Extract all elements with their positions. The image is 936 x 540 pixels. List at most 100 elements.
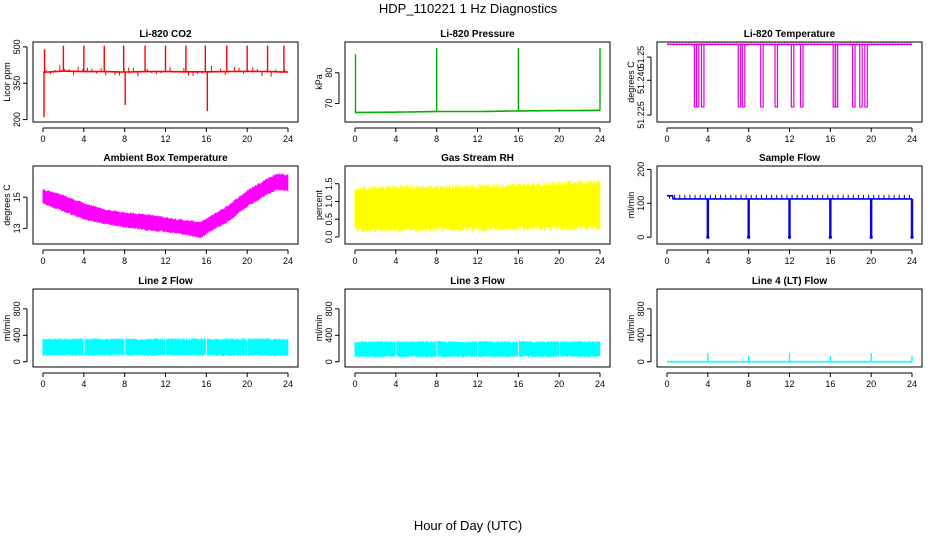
panel-title: Ambient Box Temperature — [103, 153, 228, 164]
plot-frame — [656, 288, 923, 368]
plot-frame — [344, 41, 611, 123]
x-tick-label: 8 — [122, 379, 127, 389]
panel-5: Sample Flow 0 4 8 12 16 20 24 0 100 200 ml/min — [626, 153, 923, 266]
data-drop — [747, 198, 750, 238]
x-tick-label: 20 — [866, 134, 876, 144]
x-tick-label: 16 — [201, 134, 211, 144]
x-tick-label: 8 — [746, 134, 751, 144]
figure-title: HDP_110221 1 Hz Diagnostics — [378, 1, 558, 16]
data-drop — [851, 44, 856, 108]
panel-title: Sample Flow — [759, 153, 820, 164]
data-drop — [700, 44, 705, 108]
plot-frame — [656, 165, 923, 245]
plot-area — [42, 173, 289, 239]
y-tick-label: 51.240 — [636, 66, 646, 94]
x-tick-label: 12 — [472, 134, 482, 144]
y-tick-label: 51.25 — [636, 46, 646, 69]
x-tick-label: 8 — [122, 134, 127, 144]
x-tick-label: 0 — [40, 256, 45, 266]
x-tick-label: 8 — [746, 256, 751, 266]
panel-4: Gas Stream RH 0 4 8 12 16 20 24 0.0 0.5 1.0 1.5perc… — [314, 153, 611, 266]
x-tick-label: 4 — [81, 256, 86, 266]
x-tick-label: 24 — [595, 256, 605, 266]
y-tick-label: 400 — [636, 328, 646, 343]
data-point — [869, 235, 873, 239]
y-tick-label: 13 — [12, 223, 22, 233]
x-tick-label: 4 — [705, 134, 710, 144]
y-tick-label: 0 — [636, 359, 646, 364]
y-axis-label: Licor ppm — [2, 62, 12, 102]
x-tick-label: 16 — [825, 134, 835, 144]
x-tick-label: 12 — [160, 256, 170, 266]
data-drop — [869, 198, 873, 238]
panel-title: Line 3 Flow — [450, 276, 505, 287]
plot-area — [667, 42, 912, 108]
y-tick-label: 51.225 — [636, 101, 646, 129]
data-band — [354, 341, 601, 358]
x-tick-label: 20 — [554, 256, 564, 266]
data-point — [910, 235, 914, 239]
x-tick-label: 24 — [283, 256, 293, 266]
x-tick-label: 12 — [160, 379, 170, 389]
y-tick-label: 80 — [324, 68, 334, 78]
data-line — [667, 195, 912, 200]
data-drop — [774, 44, 779, 108]
x-tick-label: 24 — [907, 256, 917, 266]
x-tick-label: 20 — [242, 256, 252, 266]
data-point — [787, 235, 792, 239]
panel-3: Ambient Box Temperature 0 4 8 12 16 20 24 13 15de… — [2, 153, 299, 266]
data-line — [355, 109, 600, 114]
data-point — [747, 235, 751, 239]
y-tick-label: 0.5 — [324, 213, 334, 226]
data-band — [42, 173, 289, 239]
y-tick-label: 400 — [12, 328, 22, 343]
x-tick-label: 16 — [201, 256, 211, 266]
y-tick-label: 800 — [324, 301, 334, 316]
y-tick-label: 0 — [636, 235, 646, 240]
data-drop — [737, 44, 742, 108]
y-axis-label: kPa — [314, 74, 324, 90]
y-tick-label: 100 — [636, 196, 646, 211]
x-tick-label: 12 — [784, 256, 794, 266]
panel-title: Li-820 Temperature — [744, 29, 836, 40]
x-tick-label: 0 — [664, 134, 669, 144]
x-tick-label: 16 — [513, 379, 523, 389]
plot-frame — [656, 41, 923, 123]
x-tick-label: 16 — [825, 256, 835, 266]
x-tick-label: 24 — [283, 134, 293, 144]
x-tick-label: 20 — [866, 379, 876, 389]
x-tick-label: 0 — [40, 134, 45, 144]
y-tick-label: 200 — [636, 162, 646, 177]
plot-area — [354, 179, 601, 233]
data-drop — [859, 44, 863, 108]
y-tick-label: 1.0 — [324, 195, 334, 208]
x-tick-label: 24 — [907, 379, 917, 389]
x-tick-label: 8 — [746, 379, 751, 389]
data-drop — [695, 44, 700, 108]
x-tick-label: 24 — [595, 134, 605, 144]
x-tick-label: 8 — [434, 134, 439, 144]
x-tick-label: 12 — [160, 134, 170, 144]
x-tick-label: 0 — [352, 134, 357, 144]
x-tick-label: 12 — [784, 134, 794, 144]
x-tick-label: 12 — [472, 256, 482, 266]
x-tick-label: 4 — [393, 134, 398, 144]
x-tick-label: 12 — [784, 379, 794, 389]
plot-area — [354, 48, 601, 114]
x-tick-label: 16 — [513, 134, 523, 144]
y-axis-label: degrees C — [2, 184, 12, 226]
x-tick-label: 4 — [705, 379, 710, 389]
plot-area — [354, 341, 601, 358]
data-drop — [834, 44, 839, 108]
x-tick-label: 8 — [434, 256, 439, 266]
x-tick-label: 24 — [907, 134, 917, 144]
data-band — [42, 338, 289, 356]
data-band — [354, 179, 601, 233]
y-axis-label: ml/min — [2, 315, 12, 342]
x-tick-label: 20 — [866, 256, 876, 266]
y-tick-label: 0.0 — [324, 231, 334, 244]
x-tick-label: 4 — [393, 379, 398, 389]
y-tick-label: 0 — [324, 359, 334, 364]
plot-frame — [344, 288, 611, 368]
